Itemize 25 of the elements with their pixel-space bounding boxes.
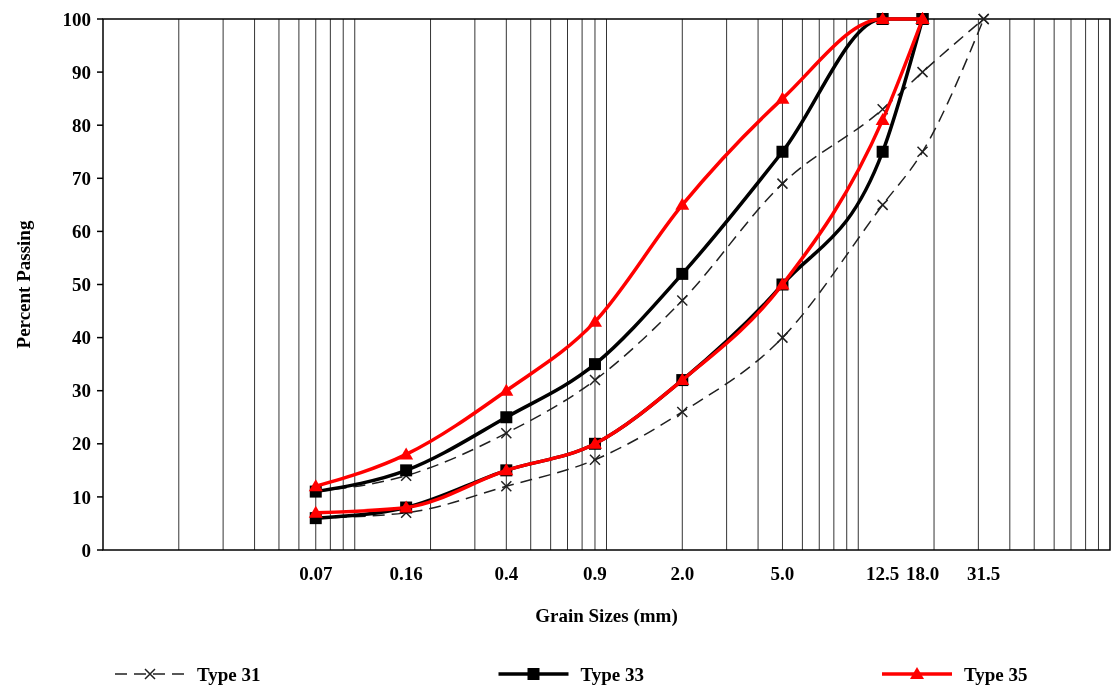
x-axis-title: Grain Sizes (mm) [535,605,678,627]
y-tick-label: 80 [72,114,91,136]
y-tick-label: 60 [72,221,91,243]
y-tick-label: 90 [72,61,91,83]
y-tick-label: 50 [72,274,91,296]
x-tick-label: 0.4 [494,563,519,584]
legend-label: Type 35 [964,663,1028,685]
y-tick-label: 20 [72,433,91,455]
x-tick-label: 31.5 [967,563,1001,584]
y-tick-label: 0 [81,539,91,561]
y-tick-label: 100 [62,8,91,30]
x-tick-label: 2.0 [670,563,695,584]
x-tick-label: 5.0 [770,563,795,584]
y-tick-label: 40 [72,327,91,349]
y-tick-label: 70 [72,167,91,189]
y-axis-title: Percent Passing [13,220,34,349]
x-tick-label: 0.16 [389,563,423,584]
y-tick-label: 30 [72,380,91,402]
x-tick-label: 12.5 [866,563,900,584]
x-tick-label: 0.9 [583,563,607,584]
x-tick-label: 0.07 [299,563,333,584]
legend-label: Type 33 [580,663,645,685]
x-tick-label: 18.0 [905,563,940,584]
legend-label: Type 31 [197,663,261,685]
y-tick-label: 10 [72,486,91,508]
